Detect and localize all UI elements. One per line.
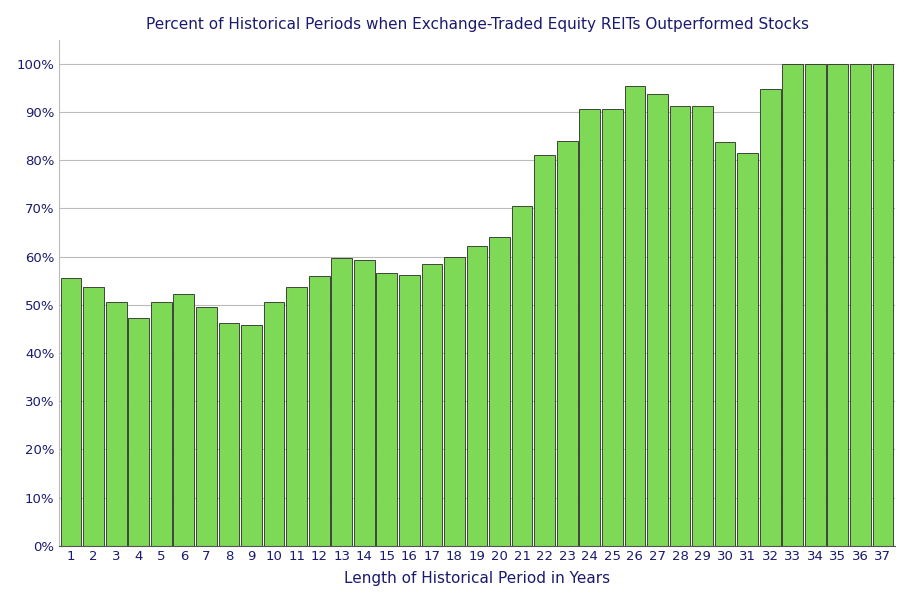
Bar	[736, 153, 757, 546]
Bar	[691, 106, 712, 546]
Bar	[601, 109, 622, 546]
Bar	[782, 64, 803, 546]
Bar	[511, 206, 532, 546]
Bar	[309, 276, 329, 546]
Bar	[714, 142, 734, 546]
Bar	[624, 86, 645, 546]
Bar	[534, 156, 555, 546]
Bar	[219, 323, 239, 546]
Bar	[421, 264, 442, 546]
Bar	[106, 303, 127, 546]
Bar	[83, 286, 104, 546]
Bar	[669, 106, 690, 546]
Bar	[376, 273, 397, 546]
Bar	[488, 238, 509, 546]
Bar	[872, 64, 892, 546]
Bar	[61, 278, 81, 546]
Bar	[173, 294, 194, 546]
Bar	[826, 64, 847, 546]
Bar	[128, 318, 149, 546]
Bar	[578, 109, 599, 546]
Bar	[557, 141, 577, 546]
Bar	[331, 258, 352, 546]
Bar	[241, 324, 261, 546]
Bar	[286, 287, 307, 546]
Bar	[759, 89, 780, 546]
Bar	[196, 308, 217, 546]
Bar	[804, 64, 824, 546]
Bar	[151, 303, 171, 546]
X-axis label: Length of Historical Period in Years: Length of Historical Period in Years	[343, 571, 609, 586]
Title: Percent of Historical Periods when Exchange-Traded Equity REITs Outperformed Sto: Percent of Historical Periods when Excha…	[146, 17, 808, 32]
Bar	[646, 94, 667, 546]
Bar	[849, 64, 870, 546]
Bar	[398, 275, 419, 546]
Bar	[353, 259, 374, 546]
Bar	[466, 246, 486, 546]
Bar	[263, 303, 284, 546]
Bar	[444, 257, 465, 546]
